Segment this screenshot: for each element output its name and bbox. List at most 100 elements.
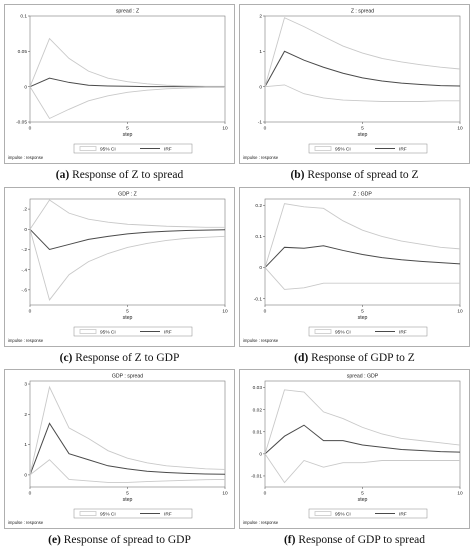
legend-irf-label: IRF [164,146,172,152]
ci-lower-line [29,459,226,483]
legend-irf-label: IRF [164,511,172,517]
plot-area [29,15,226,123]
legend-ci-label: 95% CI [100,329,116,335]
legend-ci-label: 95% CI [100,146,116,152]
x-tick-label: 10 [222,126,228,132]
caption-text: Response of spread to Z [304,169,419,181]
figure-caption: (d) Response of GDP to Z [239,352,470,364]
legend-ci-swatch [79,511,97,516]
caption-text: Response of Z to GDP [72,352,180,364]
y-tick-label: 0.01 [253,429,263,435]
y-tick-label: .2 [23,207,27,213]
x-axis-label: step [358,132,368,138]
irf-line [264,245,461,268]
legend-ci-swatch [314,146,332,151]
y-tick-label: 0.2 [255,203,262,209]
y-tick-label: 0 [24,472,27,478]
irf-line [264,50,461,87]
ci-upper-line [264,389,461,455]
y-tick-label: -0.05 [16,120,27,126]
legend-ci-swatch [79,146,97,151]
y-tick-label: -.4 [21,267,27,273]
ci-upper-line [29,385,226,475]
legend-box [73,508,193,519]
y-tick-label: 0 [24,84,27,90]
x-tick-label: 10 [457,126,463,132]
legend-box [73,143,193,154]
plot-area [264,198,461,306]
x-axis-label: step [358,315,368,321]
legend-ci-label: 95% CI [335,511,351,517]
legend-irf-label: IRF [399,146,407,152]
y-tick-label: 0.02 [253,407,263,413]
y-tick-label: -0.1 [254,296,263,302]
legend-irf-label: IRF [399,511,407,517]
caption-letter: (b) [290,169,305,181]
x-tick-label: 10 [457,309,463,315]
plot-area [264,380,461,488]
legend-ci-label: 95% CI [335,146,351,152]
caption-letter: (c) [59,352,73,364]
caption-text: Response of GDP to Z [308,352,415,364]
chart-title: GDP : Z [118,192,137,198]
caption-letter: (d) [294,352,309,364]
x-tick-label: 5 [361,491,364,497]
plot-area [29,380,226,488]
chart-title: spread : Z [116,9,139,15]
y-tick-label: 0 [24,227,27,233]
figure-caption: (f) Response of GDP to spread [239,534,470,546]
caption-text: Response of spread to GDP [60,534,191,546]
y-tick-label: 0.03 [253,385,263,391]
impulse-response-note: impulse : response [243,338,279,343]
figure-caption: (a) Response of Z to spread [4,169,235,181]
figure-caption: (c) Response of Z to GDP [4,352,235,364]
x-axis-label: step [123,132,133,138]
y-tick-label: 2 [259,14,262,20]
caption-letter: (f) [283,534,296,546]
legend-box [73,326,193,337]
x-tick-label: 5 [361,126,364,132]
chart-title: Z : spread [351,9,374,15]
ci-lower-line [264,84,460,102]
legend-box [308,143,428,154]
ci-upper-line [29,37,225,87]
y-tick-label: -1 [258,120,263,126]
figure-caption: (e) Response of spread to GDP [4,534,235,546]
x-tick-label: 10 [222,491,228,497]
ci-lower-line [29,229,226,301]
ci-upper-line [29,199,225,230]
y-tick-label: 0.1 [20,14,27,20]
chart-svg: spread : GDP -0.01 0 0.01 0.02 0.03 0 5 10 step 95… [239,369,470,529]
caption-text: Response of GDP to spread [295,534,426,546]
chart-svg: GDP : Z -.6 -.4 -.2 0 .2 0 5 10 step 95% CI IRF impu… [4,187,235,347]
y-tick-label: 0.05 [18,49,28,55]
irf-line [29,228,226,251]
y-tick-label: 2 [24,412,27,418]
y-tick-label: 3 [24,382,27,388]
legend-ci-swatch [314,511,332,516]
x-tick-label: 5 [126,309,129,315]
chart-title: Z : GDP [353,192,372,198]
y-tick-label: 0 [259,265,262,271]
x-tick-label: 0 [29,309,32,315]
x-tick-label: 0 [29,126,32,132]
x-axis-label: step [123,497,133,503]
ci-lower-line [29,86,225,120]
ci-upper-line [264,203,461,268]
legend-ci-swatch [314,329,332,334]
irf-line [29,422,226,476]
figure-caption: (b) Response of spread to Z [239,169,470,181]
y-tick-label: 0 [259,451,262,457]
chart-svg: GDP : spread 0 1 2 3 0 5 10 step 95% CI IRF impulse… [4,369,235,529]
impulse-response-note: impulse : response [243,520,279,525]
y-tick-label: 0 [259,84,262,90]
irf-line [29,77,225,88]
plot-area [264,15,461,123]
x-tick-label: 0 [264,491,267,497]
x-tick-label: 10 [222,309,228,315]
chart-title: spread : GDP [347,374,379,380]
impulse-response-note: impulse : response [243,155,279,160]
plot-area [29,198,226,306]
legend-irf-label: IRF [399,329,407,335]
